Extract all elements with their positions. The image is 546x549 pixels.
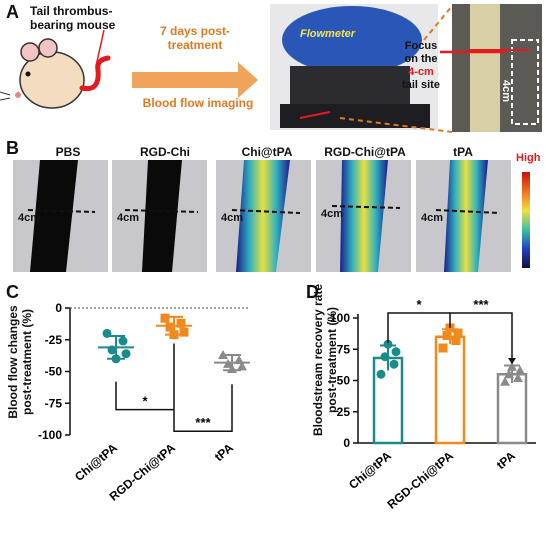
mouse-label: Tail thrombus- bearing mouse (30, 4, 116, 32)
data-point (179, 327, 189, 337)
x-tick-label: RGD-Chi@tPA (385, 448, 457, 511)
data-point (504, 369, 514, 379)
data-point (107, 345, 117, 355)
panel-b-letter: B (6, 138, 19, 158)
colorbar (522, 172, 530, 268)
y-tick-label: 75 (337, 342, 351, 356)
y-tick-label: 0 (55, 301, 62, 315)
process-arrow-icon (132, 62, 258, 98)
flowmeter-label: Flowmeter (300, 28, 356, 40)
flow-image-rgd-chi-tpa (316, 160, 411, 272)
data-point (160, 313, 170, 323)
site-label-rgd-chi: 4cm (117, 212, 140, 224)
data-point (218, 349, 228, 359)
panel-a-illustration (0, 4, 542, 133)
significance-label-1: * (142, 394, 148, 409)
y-tick-label: -100 (38, 428, 62, 442)
focus-text-line3: 4-cm (408, 66, 434, 78)
site-label-rgd-chi-tpa: 4cm (321, 208, 344, 220)
data-point (237, 361, 247, 371)
mouse-icon (0, 38, 111, 109)
data-point (102, 328, 112, 338)
data-point (227, 363, 237, 373)
data-point (223, 358, 233, 368)
data-point (121, 349, 131, 359)
bar (434, 335, 466, 445)
data-point (118, 336, 128, 346)
site-label-chi-tpa: 4cm (221, 212, 244, 224)
x-tick-label: Chi@tPA (72, 440, 120, 484)
colorbar-high-label: High (516, 152, 541, 164)
x-tick-label: Chi@tPA (346, 448, 394, 492)
group-title-rgd-chi-tpa: RGD-Chi@tPA (324, 145, 406, 159)
y-tick-label: -50 (45, 365, 63, 379)
significance-bracket-1 (387, 312, 450, 343)
data-point (500, 376, 510, 386)
data-point (515, 365, 525, 375)
flow-image-pbs (13, 160, 108, 272)
panel-c-letter: C (6, 282, 19, 302)
data-point (442, 331, 452, 340)
y-tick-label: 100 (330, 311, 350, 325)
tail-ruler-photo (452, 4, 542, 132)
data-point (507, 361, 517, 371)
x-tick-label: tPA (494, 448, 518, 472)
arrow-bottom-label: Blood flow imaging (142, 96, 254, 110)
flow-image-rgd-chi (112, 160, 207, 272)
data-point (389, 359, 399, 369)
data-point (513, 373, 523, 382)
significance-label-2: *** (473, 297, 489, 312)
arrow-top-label: 7 days post- treatment (159, 24, 231, 52)
y-tick-label: -25 (45, 333, 63, 347)
zoom-line-bottom (339, 117, 453, 133)
flow-image-chi-tpa (216, 160, 311, 272)
significance-bracket-2 (449, 312, 513, 361)
group-title-chi-tpa: Chi@tPA (241, 145, 293, 159)
focus-text-line1: Focus (404, 40, 438, 52)
data-point (391, 347, 401, 357)
data-point (380, 352, 390, 362)
significance-bracket-2 (173, 343, 233, 432)
data-point (438, 343, 448, 353)
data-point (451, 336, 461, 345)
group-title-rgd-chi: RGD-Chi (140, 145, 190, 159)
focus-text-line2: on the (404, 53, 438, 65)
y-tick-label: 50 (337, 374, 351, 388)
significance-bracket-1 (115, 381, 174, 411)
y-tick-label: 0 (343, 436, 350, 450)
data-point (383, 339, 393, 349)
blood-flow-images (13, 160, 530, 272)
focus-text: Focus on the 4-cm tail site (398, 40, 444, 92)
panel-a-letter: A (6, 2, 19, 22)
arrow-head (508, 358, 516, 365)
data-point (176, 318, 186, 328)
y-tick-label: -75 (45, 396, 63, 410)
flowmeter-device-photo (270, 4, 438, 130)
significance-label-1: * (416, 297, 422, 312)
y-tick-label: 25 (337, 405, 351, 419)
data-point (234, 355, 244, 365)
focus-text-line4: tail site (402, 79, 440, 91)
data-point (169, 330, 179, 340)
data-point (165, 322, 175, 332)
data-point (453, 328, 463, 338)
tail-pointer-line (95, 29, 105, 67)
significance-label-2: *** (195, 415, 211, 430)
data-point (376, 369, 386, 379)
x-tick-label: tPA (212, 440, 236, 464)
group-title-tpa: tPA (453, 145, 473, 159)
site-label-pbs: 4cm (18, 212, 41, 224)
zoom-line-top (423, 5, 453, 41)
panel-d-letter: D (306, 282, 319, 302)
flow-image-tpa (416, 160, 511, 272)
group-title-pbs: PBS (55, 145, 81, 159)
site-label-tpa: 4cm (421, 212, 444, 224)
data-point (111, 354, 121, 364)
